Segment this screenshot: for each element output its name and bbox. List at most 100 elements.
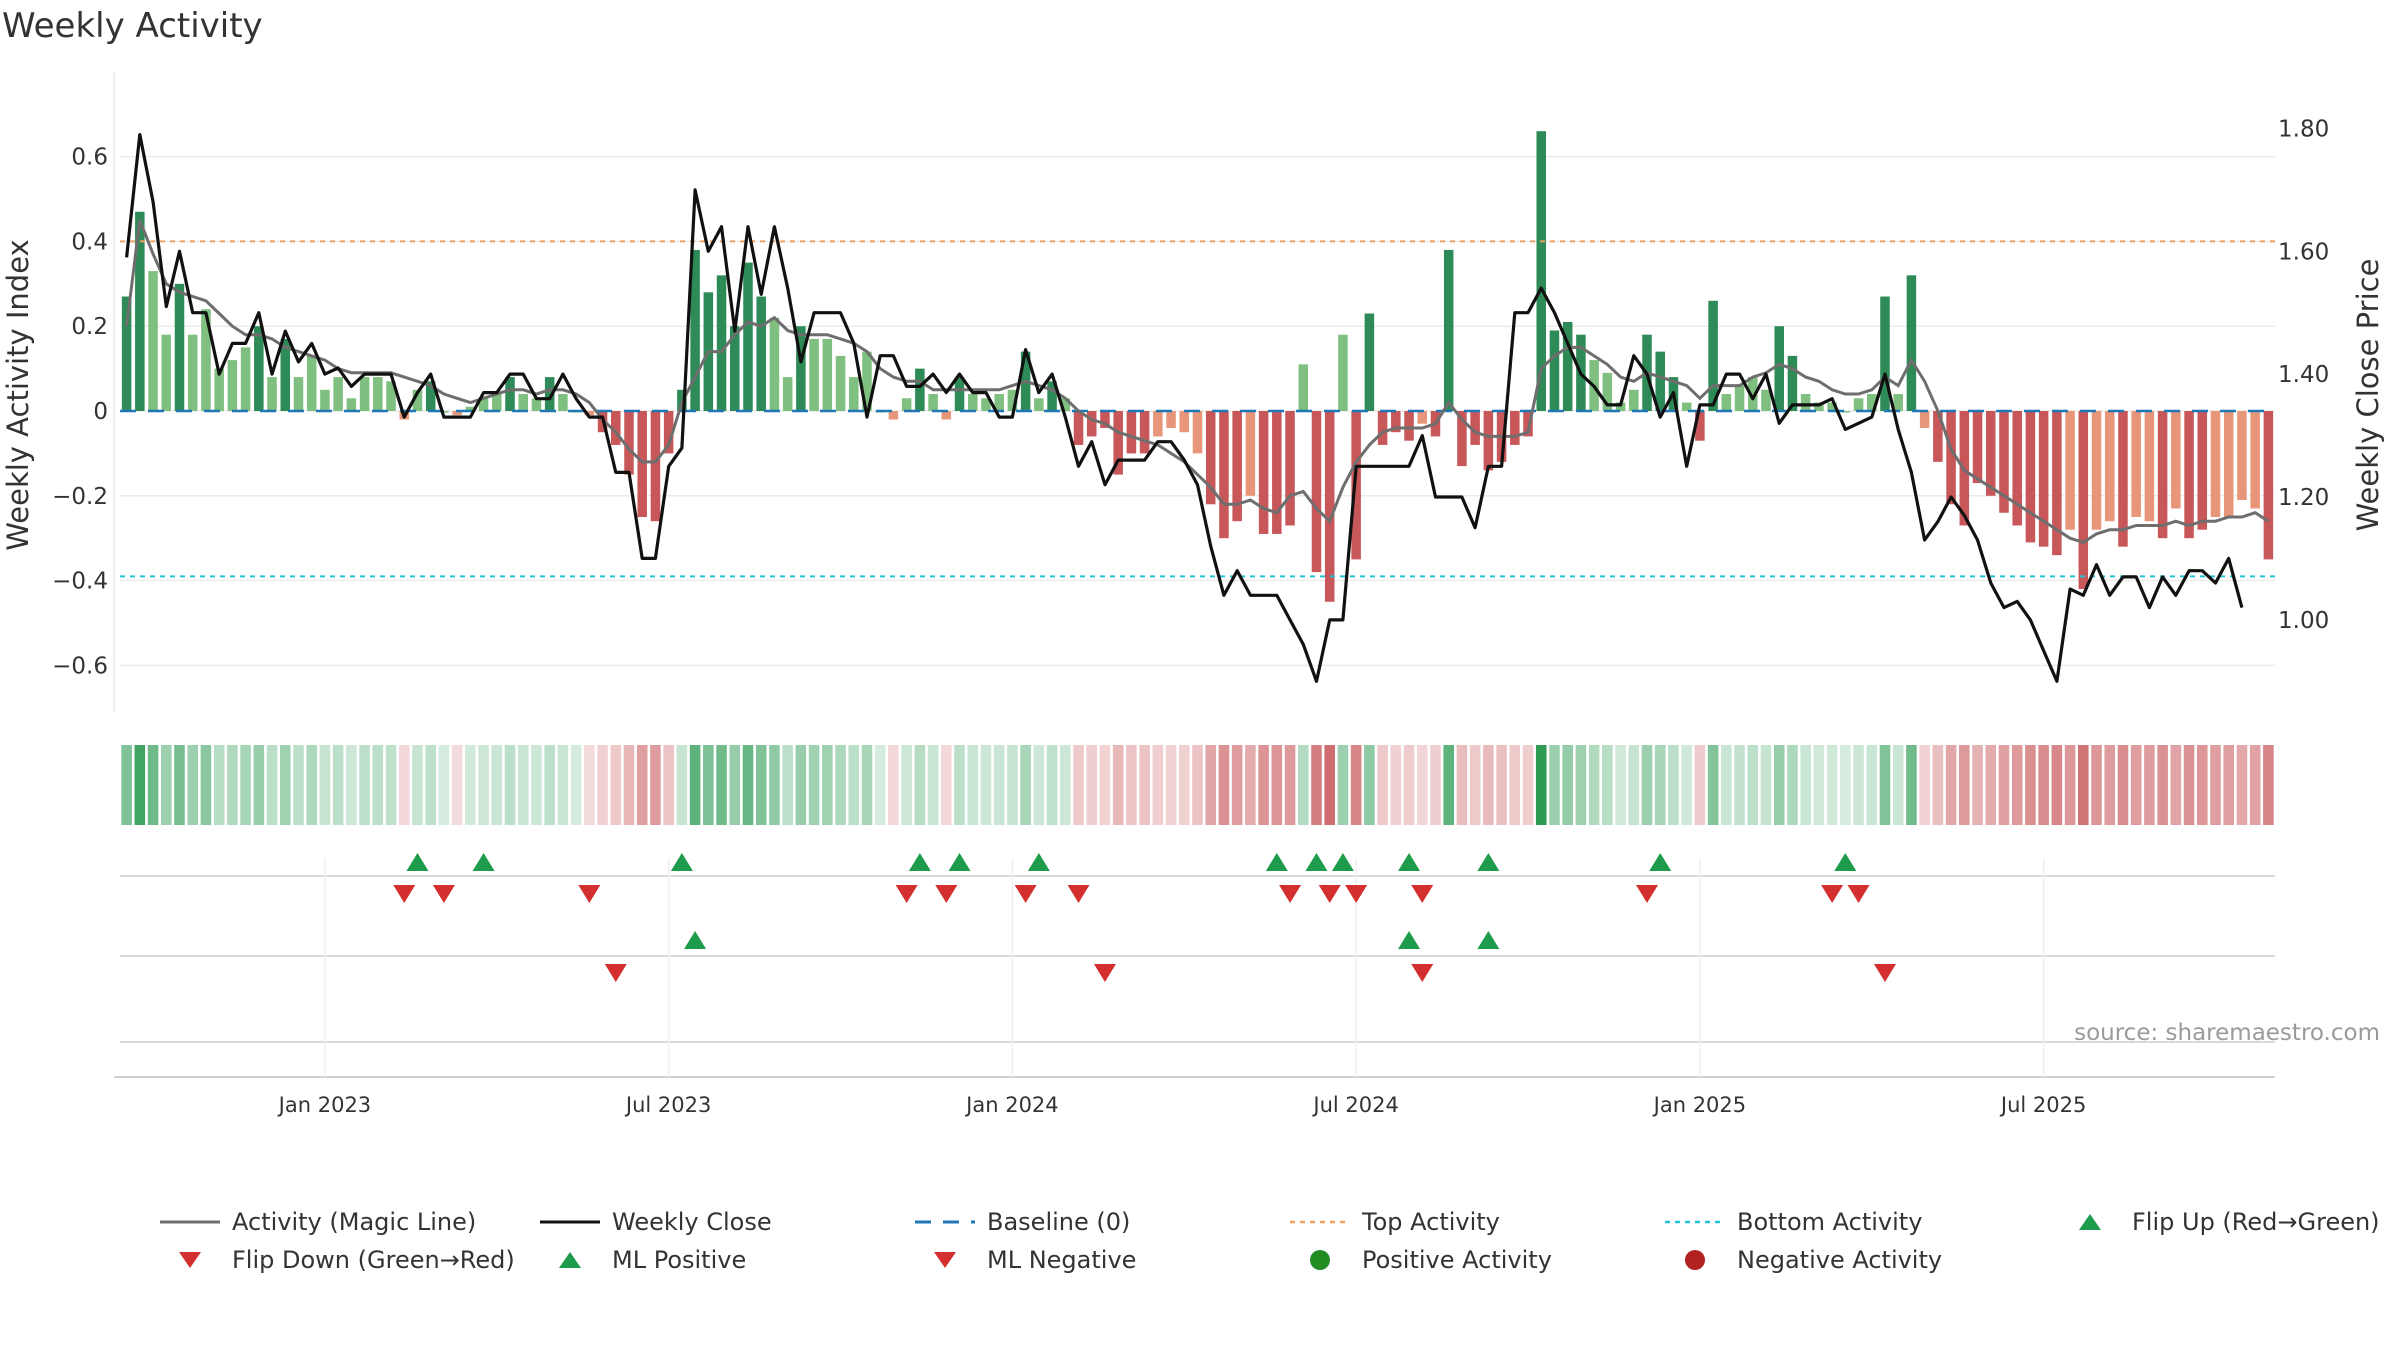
activity-bar bbox=[1073, 411, 1084, 445]
activity-bar bbox=[1311, 411, 1322, 573]
heat-cell bbox=[2236, 745, 2248, 825]
flip-up-marker bbox=[1305, 853, 1328, 871]
legend-item-negact: Negative Activity bbox=[1665, 1246, 1942, 1274]
x-tick-label: Jul 2025 bbox=[1999, 1093, 2086, 1117]
heat-cell bbox=[1985, 745, 1997, 825]
flip-up-marker bbox=[472, 853, 495, 871]
axis-ticks: 0.6 0.4 0.2 0 −0.2 −0.4 −0.6 1.80 1.60 1.40 1.20 1.… bbox=[52, 116, 2329, 1117]
heat-cell bbox=[1324, 745, 1335, 825]
heat-cell bbox=[517, 745, 529, 825]
legend: Activity (Magic Line) Weekly Close Baselin… bbox=[160, 1208, 2400, 1288]
heat-cell bbox=[1654, 745, 1666, 825]
activity-bar bbox=[1391, 411, 1401, 433]
activity-bar bbox=[1708, 300, 1718, 411]
heat-cell bbox=[782, 745, 793, 825]
y-tick-label: 0.6 bbox=[71, 145, 108, 171]
heat-cell bbox=[1509, 745, 1521, 825]
heat-cell bbox=[2104, 745, 2116, 825]
activity-bar bbox=[1245, 411, 1256, 496]
activity-bar bbox=[1853, 398, 1864, 411]
heat-cell bbox=[2210, 745, 2221, 825]
heat-cell bbox=[636, 745, 648, 825]
activity-bar bbox=[915, 368, 925, 411]
heat-cell bbox=[253, 745, 265, 825]
legend-swatch-baseline bbox=[915, 1220, 975, 1224]
heat-cell bbox=[346, 745, 357, 825]
heat-cell bbox=[703, 745, 714, 825]
legend-label: Negative Activity bbox=[1737, 1246, 1943, 1274]
flip-down-marker bbox=[578, 885, 601, 903]
heat-cell bbox=[2025, 745, 2036, 825]
flip-up-marker bbox=[1649, 853, 1672, 871]
activity-bar bbox=[121, 296, 132, 411]
activity-bar bbox=[769, 317, 780, 411]
heat-cell bbox=[2157, 745, 2168, 825]
activity-bar bbox=[1298, 364, 1309, 411]
activity-bar bbox=[2131, 411, 2141, 517]
heat-cell bbox=[716, 745, 727, 825]
heat-cell bbox=[1046, 745, 1058, 825]
heat-cell bbox=[174, 745, 185, 825]
ml-positive-marker bbox=[1398, 931, 1421, 949]
activity-bar bbox=[1324, 411, 1335, 602]
heat-cell bbox=[1787, 745, 1798, 825]
activity-bar bbox=[1483, 411, 1494, 471]
activity-bar bbox=[227, 360, 238, 411]
heat-cell bbox=[2011, 745, 2023, 825]
activity-bar bbox=[1681, 402, 1692, 411]
activity-bar bbox=[492, 394, 502, 411]
activity-bar bbox=[730, 326, 740, 411]
heat-cell bbox=[1773, 745, 1785, 825]
activity-bar bbox=[1034, 398, 1044, 411]
heat-cell bbox=[1456, 745, 1468, 825]
heat-cell bbox=[954, 745, 965, 825]
activity-bars bbox=[121, 131, 2274, 602]
activity-bar bbox=[1549, 330, 1560, 411]
activity-bar bbox=[1417, 411, 1428, 424]
activity-bar bbox=[1814, 402, 1824, 411]
y2-tick-label: 1.80 bbox=[2278, 116, 2329, 142]
heat-cell bbox=[1998, 745, 2010, 825]
ml-positive-marker bbox=[1477, 931, 1500, 949]
legend-label: Positive Activity bbox=[1362, 1246, 1552, 1274]
activity-bar bbox=[2237, 411, 2247, 501]
activity-bar bbox=[240, 347, 251, 411]
activity-bar bbox=[1919, 411, 1930, 428]
activity-bar bbox=[1523, 411, 1533, 437]
heat-cell bbox=[570, 745, 582, 825]
heat-cell bbox=[372, 745, 384, 825]
activity-bar bbox=[1827, 402, 1837, 411]
activity-bar bbox=[478, 398, 489, 411]
activity-bar bbox=[2118, 411, 2128, 547]
activity-bar bbox=[2091, 411, 2102, 530]
heat-cell bbox=[1416, 745, 1428, 825]
activity-bar bbox=[1774, 326, 1784, 411]
activity-bar bbox=[254, 326, 264, 411]
legend-swatch-magic bbox=[160, 1220, 220, 1224]
heat-cell bbox=[742, 745, 754, 825]
heat-cell bbox=[1535, 745, 1547, 825]
heat-cell bbox=[2183, 745, 2195, 825]
activity-bar bbox=[1536, 131, 1547, 411]
legend-swatch-flipup bbox=[2079, 1214, 2101, 1230]
activity-bar bbox=[1761, 389, 1771, 411]
activity-bar bbox=[2250, 411, 2260, 509]
heat-cell bbox=[888, 745, 899, 825]
activity-bar bbox=[505, 377, 515, 411]
y-tick-label: −0.2 bbox=[52, 484, 108, 510]
heat-cell bbox=[1959, 745, 1970, 825]
activity-bar bbox=[412, 389, 423, 411]
activity-bar bbox=[2012, 411, 2022, 526]
heat-cell bbox=[1483, 745, 1494, 825]
heat-cell bbox=[121, 745, 132, 825]
legend-item-baseline: Baseline (0) bbox=[915, 1208, 1130, 1236]
activity-bar bbox=[1946, 411, 1956, 505]
heat-cell bbox=[491, 745, 503, 825]
activity-bar bbox=[333, 377, 343, 411]
flip-up-marker bbox=[1265, 853, 1288, 871]
legend-item-mlneg: ML Negative bbox=[915, 1246, 1136, 1274]
activity-bar bbox=[1721, 394, 1732, 411]
heat-cell bbox=[266, 745, 278, 825]
heat-cell bbox=[1377, 745, 1388, 825]
activity-bar bbox=[2197, 411, 2208, 530]
